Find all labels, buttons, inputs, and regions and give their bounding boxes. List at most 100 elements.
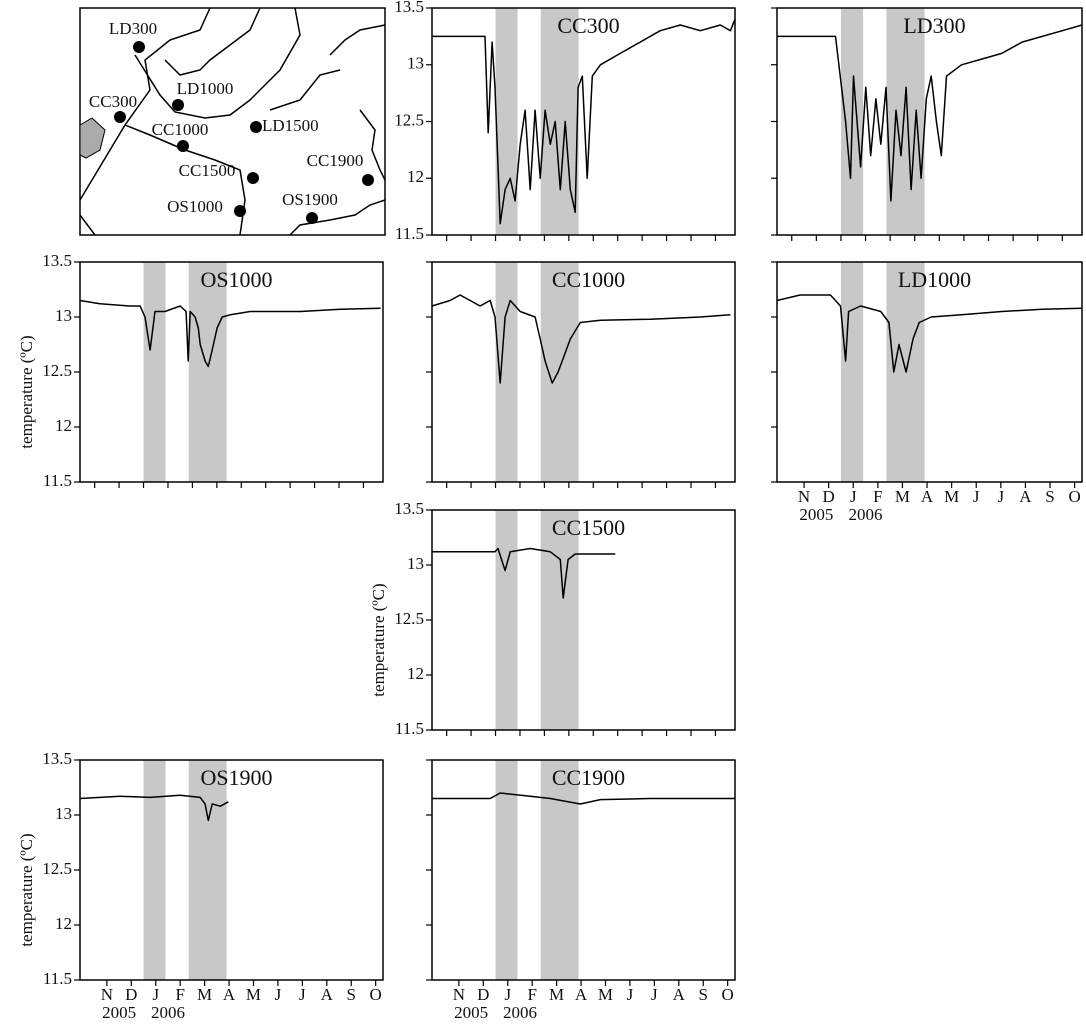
panel-background	[432, 760, 735, 980]
x-tick-label: O	[370, 985, 382, 1004]
y-tick-label: 13	[407, 54, 424, 73]
y-tick-label: 12.5	[394, 609, 424, 628]
year-label: 2005	[102, 1003, 136, 1022]
x-tick-label: F	[527, 985, 536, 1004]
station-label: OS1000	[167, 197, 223, 216]
x-tick-label: J	[973, 487, 980, 506]
x-tick-label: M	[895, 487, 910, 506]
y-tick-label: 11.5	[395, 224, 424, 243]
shaded-period	[540, 510, 579, 730]
y-axis-title: temperature (ºC)	[17, 833, 36, 946]
year-label: 2006	[849, 505, 883, 524]
shaded-period	[495, 760, 518, 980]
station-dot	[250, 121, 262, 133]
panel-title: CC1900	[552, 765, 625, 790]
station-dot	[133, 41, 145, 53]
y-tick-label: 12	[407, 664, 424, 683]
shaded-period	[143, 760, 166, 980]
x-tick-label: A	[223, 985, 236, 1004]
panel: OS1000 11.5 12 12.5 13 13.5 temperature (ºC)	[17, 251, 384, 490]
x-tick-label: M	[598, 985, 613, 1004]
x-tick-label: N	[101, 985, 113, 1004]
y-tick-label: 12	[407, 167, 424, 186]
x-tick-label: S	[1045, 487, 1054, 506]
station-dot	[234, 205, 246, 217]
panel-background	[777, 8, 1082, 235]
temperature-line	[777, 24, 1083, 202]
y-tick-label: 13.5	[42, 251, 72, 270]
panel-title: LD1000	[898, 267, 971, 292]
x-tick-label: J	[504, 985, 511, 1004]
x-tick-label: A	[321, 985, 334, 1004]
y-tick-label: 11.5	[43, 471, 72, 490]
y-tick-label: 12	[55, 914, 72, 933]
temperature-line	[432, 547, 616, 599]
station-label: LD1500	[262, 116, 319, 135]
y-tick-label: 12.5	[42, 361, 72, 380]
station-dot	[177, 140, 189, 152]
y-tick-label: 11.5	[43, 969, 72, 988]
x-tick-label: N	[453, 985, 465, 1004]
x-tick-label: J	[275, 985, 282, 1004]
station-label: CC1900	[307, 151, 364, 170]
x-tick-label: J	[850, 487, 857, 506]
shaded-period	[188, 262, 227, 482]
map-coastlines	[79, 7, 386, 236]
y-tick-label: 12	[55, 416, 72, 435]
station-label: CC1000	[152, 120, 209, 139]
x-tick-label: D	[125, 985, 137, 1004]
temperature-line	[431, 294, 731, 384]
x-tick-label: J	[998, 487, 1005, 506]
x-tick-label: A	[1019, 487, 1032, 506]
x-tick-label: A	[673, 985, 686, 1004]
temperature-line	[79, 299, 381, 368]
x-tick-label: J	[627, 985, 634, 1004]
map-frame	[79, 7, 386, 236]
panel-title: CC1500	[552, 515, 625, 540]
station-dot	[247, 172, 259, 184]
station-dot	[362, 174, 374, 186]
year-label: 2005	[799, 505, 833, 524]
x-tick-label: M	[944, 487, 959, 506]
panel: LD300	[771, 7, 1083, 241]
panel: CC1500 11.5 12 12.5 13 13.5 temperature (ºC)	[369, 499, 736, 738]
x-tick-label: J	[651, 985, 658, 1004]
x-tick-label: O	[722, 985, 734, 1004]
shaded-period	[495, 262, 518, 482]
shaded-period	[886, 8, 925, 235]
x-tick-label: S	[346, 985, 355, 1004]
x-tick-label: J	[152, 985, 159, 1004]
station-label: LD1000	[177, 79, 234, 98]
temperature-line	[79, 794, 229, 822]
panel-title: LD300	[903, 13, 965, 38]
x-tick-label: D	[477, 985, 489, 1004]
shaded-period	[495, 8, 518, 235]
station-dot	[114, 111, 126, 123]
panel-background	[80, 760, 383, 980]
year-label: 2006	[151, 1003, 185, 1022]
panel-background	[432, 510, 735, 730]
panel-title: OS1000	[200, 267, 272, 292]
panel-background	[432, 8, 735, 235]
panel-background	[432, 262, 735, 482]
y-tick-label: 13	[407, 554, 424, 573]
y-tick-label: 13.5	[394, 499, 424, 518]
x-tick-label: S	[698, 985, 707, 1004]
x-tick-label: M	[549, 985, 564, 1004]
x-tick-label: J	[299, 985, 306, 1004]
x-tick-label: A	[575, 985, 588, 1004]
shaded-period	[495, 510, 518, 730]
x-tick-label: F	[175, 985, 184, 1004]
shaded-period	[840, 262, 864, 482]
y-axis-title: temperature (ºC)	[369, 583, 388, 696]
map	[79, 7, 386, 236]
station-label: CC300	[89, 92, 137, 111]
y-tick-label: 13	[55, 306, 72, 325]
panel-title: CC1000	[552, 267, 625, 292]
y-tick-label: 13	[55, 804, 72, 823]
